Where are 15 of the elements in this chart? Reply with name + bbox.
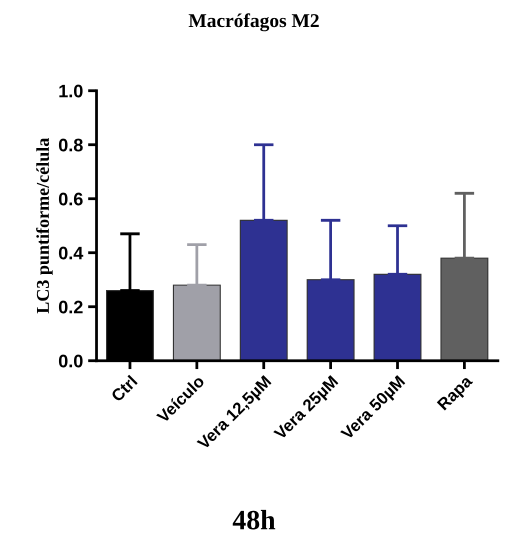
y-tick-label: 0.0 [58,354,83,368]
bar [172,284,221,361]
chart-title: Macrófagos M2 [188,13,319,32]
bar [374,274,422,361]
bar [440,258,488,361]
x-tick-label: Ctrl [110,374,138,402]
bar [306,279,355,361]
y-tick-label: 1.0 [59,84,83,98]
y-tick-label: 0.6 [58,192,83,206]
y-tick-label: 0.2 [58,300,83,314]
y-tick-label: 0.4 [58,246,84,260]
y-tick-label: 0.8 [58,138,83,152]
y-axis-title: LC3 puntiforme/célula [36,138,53,314]
bar [240,220,288,361]
text: 48h [232,510,276,530]
